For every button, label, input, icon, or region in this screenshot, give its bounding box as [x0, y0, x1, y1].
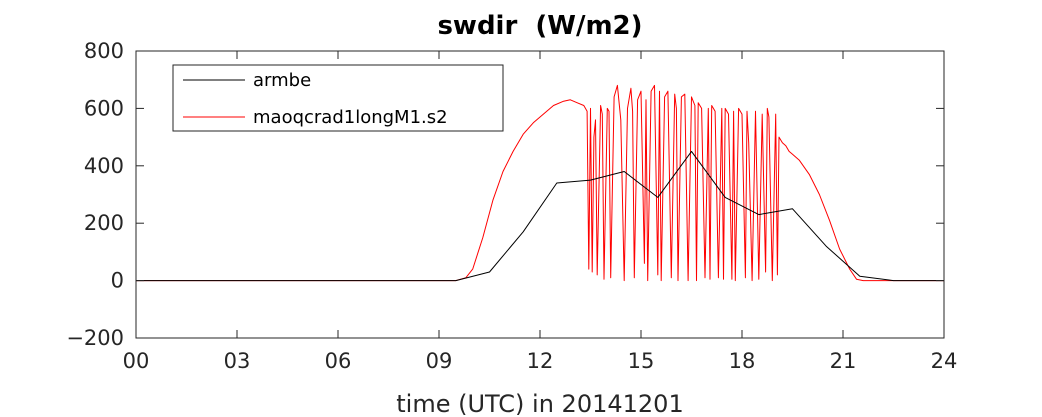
series-line-1	[136, 84, 944, 282]
x-tick-label: 03	[224, 349, 251, 373]
legend-label-0: armbe	[253, 70, 311, 91]
x-tick-label: 15	[628, 349, 655, 373]
y-tick-label: 200	[84, 211, 124, 235]
y-tick-label: 800	[84, 39, 124, 63]
x-tick-label: 18	[729, 349, 756, 373]
y-tick-label: 400	[84, 154, 124, 178]
series-layer	[136, 84, 944, 282]
legend-box	[172, 64, 504, 132]
x-tick-label: 21	[830, 349, 857, 373]
legend-label-1: maoqcrad1longM1.s2	[253, 107, 448, 128]
x-tick-label: 06	[325, 349, 352, 373]
x-tick-label: 12	[527, 349, 554, 373]
ticks-layer: 00 03 06 09 12 15 18 21 24 −200 0 200 400 600 800	[66, 39, 957, 373]
legend: armbe maoqcrad1longM1.s2	[172, 64, 504, 132]
x-tick-label: 00	[123, 349, 150, 373]
y-tick-label: 600	[84, 96, 124, 120]
x-tick-label: 24	[931, 349, 958, 373]
chart-title: swdir (W/m2)	[437, 11, 642, 41]
x-tick-label: 09	[426, 349, 453, 373]
series-line-0	[136, 150, 944, 282]
y-tick-label: 0	[111, 269, 124, 293]
y-tick-label: −200	[66, 326, 124, 350]
x-axis-label: time (UTC) in 20141201	[396, 390, 683, 417]
